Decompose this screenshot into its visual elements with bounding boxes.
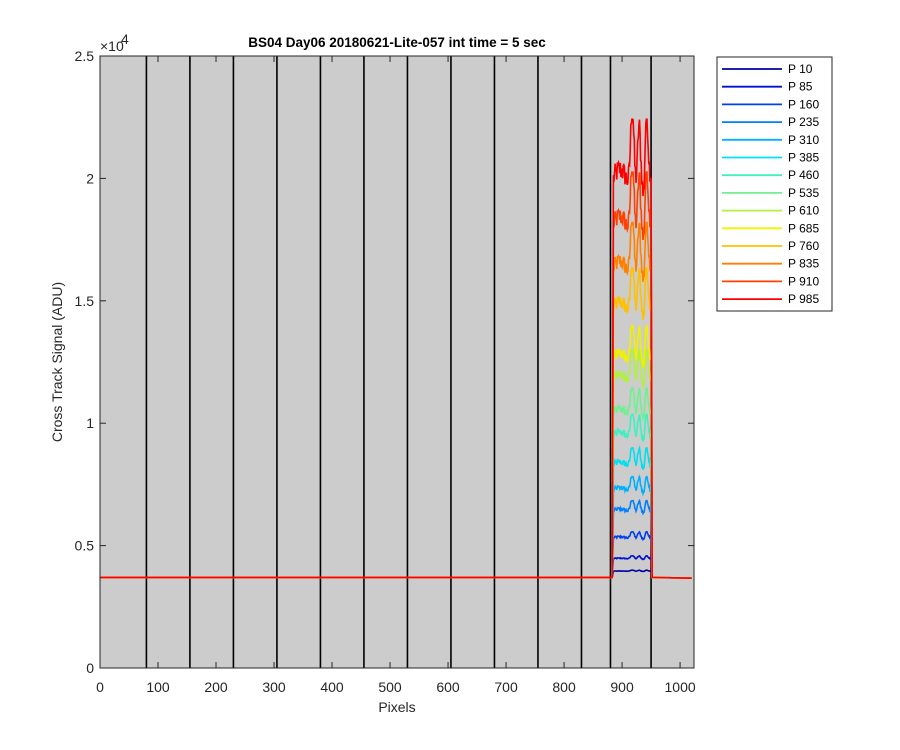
y-tick-label: 2 xyxy=(86,170,94,186)
series-line xyxy=(100,221,692,579)
legend-label: P 235 xyxy=(788,115,819,129)
legend-label: P 385 xyxy=(788,151,819,165)
x-tick-label: 300 xyxy=(262,679,286,695)
series-lines xyxy=(100,118,692,579)
legend-label: P 760 xyxy=(788,239,819,253)
y-exponent-base: ×10 xyxy=(100,38,124,54)
y-ticks: 0 0.5 1 1.5 2 2.5 xyxy=(75,48,694,676)
series-line xyxy=(100,387,692,579)
plot-area xyxy=(100,56,694,668)
legend-label: P 85 xyxy=(788,80,813,94)
y-tick-label: 0 xyxy=(86,660,94,676)
legend-label: P 910 xyxy=(788,274,819,288)
x-tick-label: 100 xyxy=(146,679,170,695)
legend-label: P 985 xyxy=(788,292,819,306)
x-tick-label: 0 xyxy=(96,679,104,695)
series-line xyxy=(100,474,692,579)
series-line xyxy=(100,118,692,579)
x-tick-label: 900 xyxy=(610,679,634,695)
legend-label: P 685 xyxy=(788,221,819,235)
y-tick-label: 1 xyxy=(86,415,94,431)
x-tick-label: 500 xyxy=(378,679,402,695)
x-tick-label: 1000 xyxy=(665,679,696,695)
series-line xyxy=(100,498,692,579)
series-line xyxy=(100,569,692,579)
y-tick-label: 1.5 xyxy=(75,293,95,309)
series-line xyxy=(100,413,692,579)
x-tick-label: 700 xyxy=(494,679,518,695)
y-tick-label: 0.5 xyxy=(75,538,95,554)
x-tick-label: 200 xyxy=(204,679,228,695)
legend-label: P 610 xyxy=(788,204,819,218)
y-exponent-power: 4 xyxy=(121,31,129,47)
legend-label: P 460 xyxy=(788,168,819,182)
plot-frame xyxy=(99,55,695,669)
series-line xyxy=(100,267,692,579)
legend-box xyxy=(716,56,833,312)
x-tick-label: 800 xyxy=(552,679,576,695)
x-tick-label: 400 xyxy=(320,679,344,695)
legend-label: P 835 xyxy=(788,257,819,271)
legend-label: P 310 xyxy=(788,133,819,147)
series-line xyxy=(100,554,692,579)
x-axis-label: Pixels xyxy=(378,699,415,715)
series-line xyxy=(100,348,692,579)
y-axis-label: Cross Track Signal (ADU) xyxy=(49,282,65,442)
series-line xyxy=(100,324,692,579)
series-line xyxy=(100,171,692,579)
series-line xyxy=(100,530,692,579)
y-tick-label: 2.5 xyxy=(75,48,95,64)
legend-label: P 10 xyxy=(788,62,813,76)
x-tick-label: 600 xyxy=(436,679,460,695)
chart-title: BS04 Day06 20180621-Lite-057 int time = … xyxy=(248,35,546,50)
x-ticks: 0 100 200 300 400 500 600 700 800 900 1000 xyxy=(96,56,696,695)
series-line xyxy=(100,445,692,579)
legend: P 10 P 85 P 160 P 235 P 310 P 385 P 460 P 535 P … xyxy=(716,56,833,312)
legend-label: P 160 xyxy=(788,97,819,111)
legend-label: P 535 xyxy=(788,186,819,200)
